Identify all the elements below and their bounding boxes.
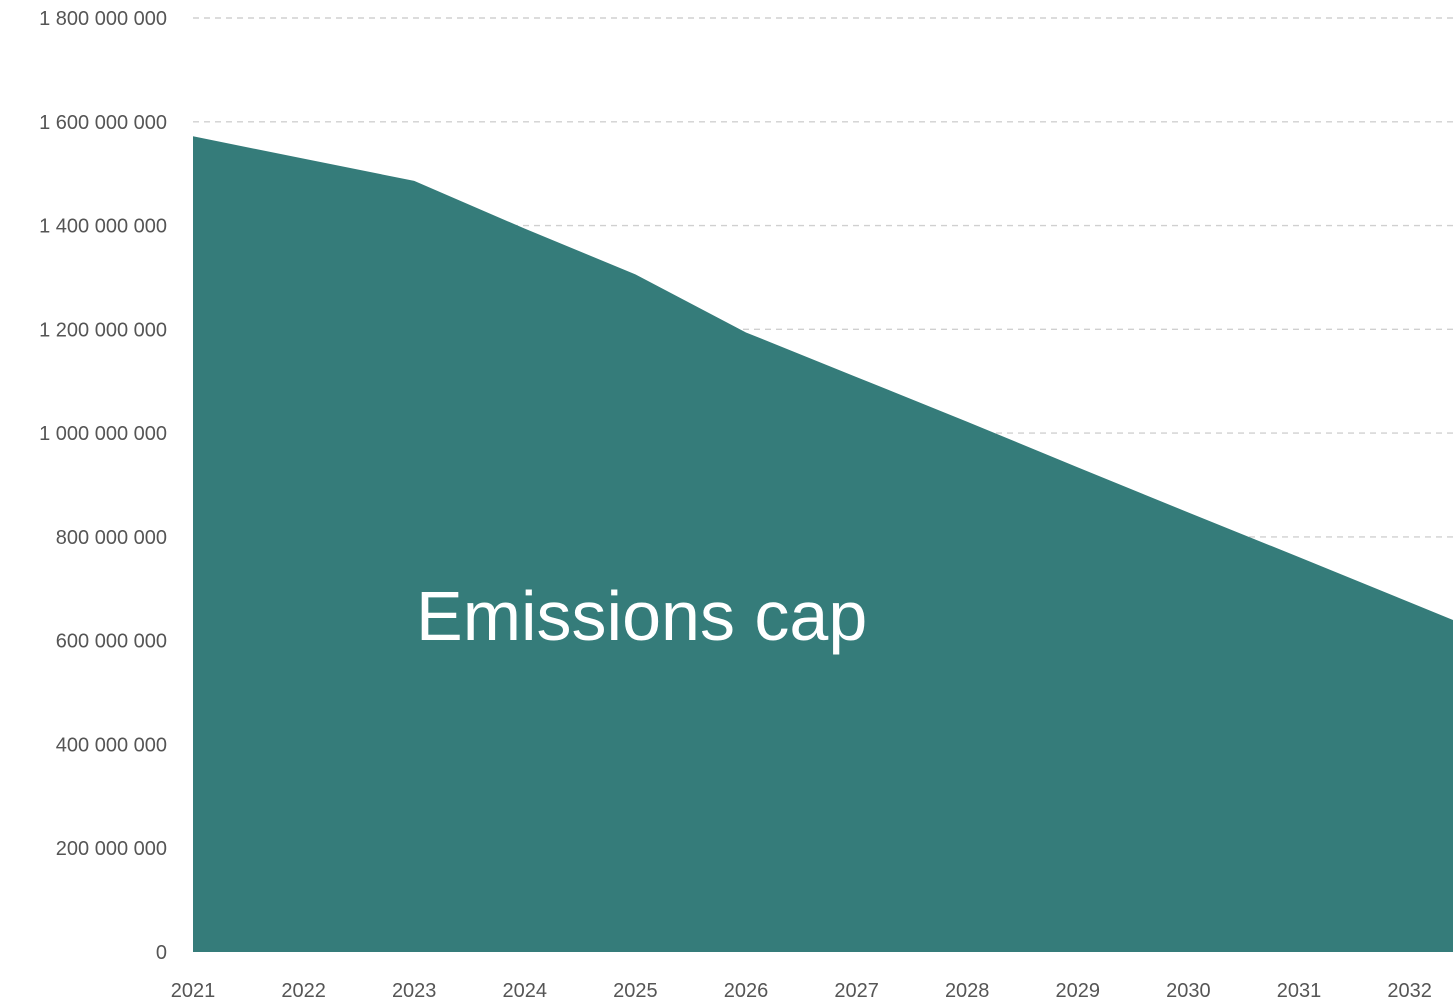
- area-layer: [193, 136, 1453, 953]
- x-tick-label: 2025: [613, 980, 658, 1002]
- x-tick-label: 2030: [1166, 980, 1211, 1002]
- y-tick-label: 1 800 000 000: [39, 8, 167, 30]
- x-tick-label: 2027: [834, 980, 879, 1002]
- x-tick-label: 2028: [945, 980, 990, 1002]
- x-tick-label: 2021: [171, 980, 216, 1002]
- y-tick-label: 1 000 000 000: [39, 423, 167, 445]
- y-tick-label: 0: [156, 942, 167, 964]
- y-tick-label: 600 000 000: [56, 631, 167, 653]
- x-axis: 2021 2022 2023 2024 2025 2026 2027 2028 2029 2030…: [171, 980, 1432, 1002]
- y-tick-label: 400 000 000: [56, 734, 167, 756]
- emissions-cap-area: [193, 136, 1453, 953]
- x-tick-label: 2031: [1277, 980, 1322, 1002]
- y-tick-label: 200 000 000: [56, 838, 167, 860]
- area-series-label: Emissions cap: [416, 577, 867, 655]
- y-axis: 0 200 000 000 400 000 000 600 000 000 800 00…: [39, 8, 167, 964]
- x-tick-label: 2022: [281, 980, 326, 1002]
- y-tick-label: 1 400 000 000: [39, 216, 167, 238]
- y-tick-label: 1 600 000 000: [39, 112, 167, 134]
- x-tick-label: 2023: [392, 980, 437, 1002]
- x-tick-label: 2024: [503, 980, 548, 1002]
- x-tick-label: 2029: [1056, 980, 1101, 1002]
- x-tick-label: 2026: [724, 980, 769, 1002]
- x-tick-label: 2032: [1387, 980, 1432, 1002]
- y-tick-label: 800 000 000: [56, 527, 167, 549]
- y-tick-label: 1 200 000 000: [39, 319, 167, 341]
